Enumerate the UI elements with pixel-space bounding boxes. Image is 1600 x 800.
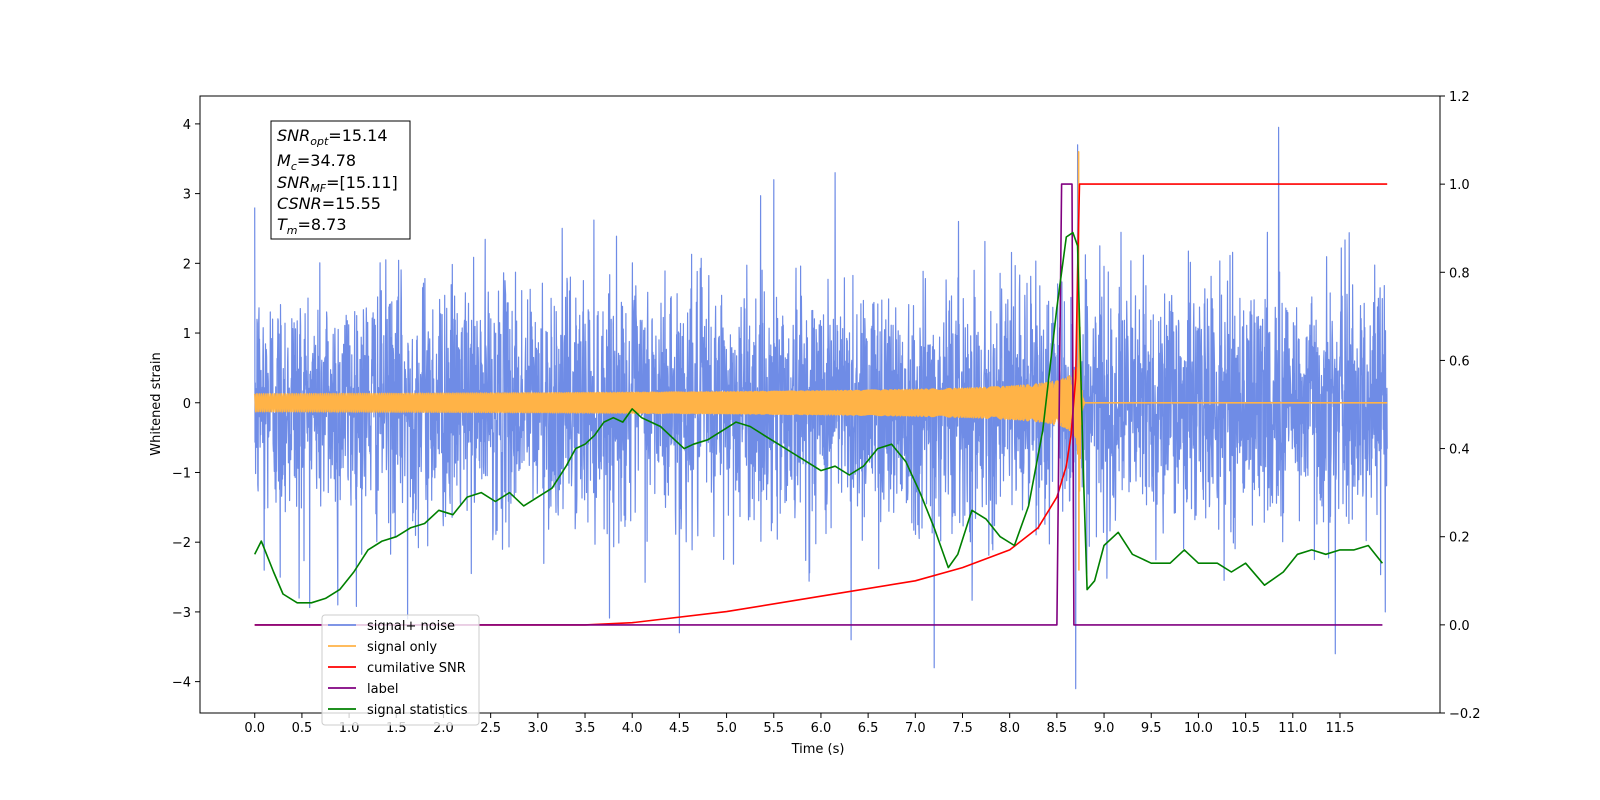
stat-line: SNRMF=[15.11]	[277, 173, 398, 195]
y-tick-label: −3	[172, 606, 191, 621]
y-axis-left: −4 −3 −2 −1 0 1 2 3 4	[172, 118, 200, 691]
legend-label: cumilative SNR	[367, 661, 466, 676]
series-signal-noise	[254, 126, 1388, 690]
x-tick-label: 5.5	[763, 721, 784, 736]
stat-line: SNRopt=15.14	[277, 126, 388, 148]
series-label	[254, 183, 1383, 626]
legend-label: label	[367, 682, 398, 697]
y-tick-label: 1	[183, 327, 191, 342]
series-signal-only	[253, 151, 1388, 571]
x-tick-label: 3.0	[527, 721, 548, 736]
y-axis-label: Whitened strain	[149, 352, 164, 455]
stat-line: Mc=34.78	[277, 151, 356, 173]
y-tick-label: 2	[183, 257, 191, 272]
y2-tick-label: 0.0	[1449, 619, 1470, 634]
x-tick-label: 0.5	[292, 721, 313, 736]
x-tick-label: 6.0	[811, 721, 832, 736]
x-tick-label: 8.0	[999, 721, 1020, 736]
y2-tick-label: 1.2	[1449, 90, 1470, 105]
x-tick-label: 9.0	[1094, 721, 1115, 736]
y2-tick-label: 1.0	[1449, 178, 1470, 193]
series-layer	[253, 126, 1388, 690]
x-tick-label: 10.5	[1231, 721, 1260, 736]
stats-box: SNRopt=15.14 Mc=34.78SNRMF=[15.11]CSNR=15…	[270, 120, 411, 240]
y2-tick-label: 0.2	[1449, 531, 1470, 546]
y2-tick-label: 0.4	[1449, 443, 1470, 458]
x-tick-label: 2.5	[480, 721, 501, 736]
y-axis-right: −0.2 0.0 0.2 0.4 0.6 0.8 1.0 1.2	[1440, 90, 1481, 722]
y-tick-label: −4	[172, 676, 191, 691]
x-tick-label: 3.5	[575, 721, 596, 736]
legend: signal+ noise signal only cumilative SNR la…	[321, 614, 480, 726]
stat-line: CSNR=15.55	[277, 194, 381, 213]
plot-frame	[199, 95, 1441, 714]
x-tick-label: 4.0	[622, 721, 643, 736]
x-tick-label: 4.5	[669, 721, 690, 736]
x-tick-label: 5.0	[716, 721, 737, 736]
x-tick-label: 0.0	[244, 721, 265, 736]
x-tick-label: 11.5	[1325, 721, 1354, 736]
y2-tick-label: 0.6	[1449, 354, 1470, 369]
series-signal-statistics	[253, 231, 1384, 604]
y-tick-label: −2	[172, 536, 191, 551]
stat-line: Tm=8.73	[277, 215, 347, 237]
x-tick-label: 7.0	[905, 721, 926, 736]
y-tick-label: 4	[183, 118, 191, 133]
y-tick-label: 3	[183, 188, 191, 203]
stats-box-frame	[270, 120, 411, 240]
y2-tick-label: −0.2	[1449, 707, 1481, 722]
x-tick-label: 6.5	[858, 721, 879, 736]
x-tick-label: 9.5	[1141, 721, 1162, 736]
legend-label: signal+ noise	[367, 619, 455, 634]
x-axis-label: Time (s)	[791, 742, 845, 757]
legend-label: signal only	[367, 640, 437, 655]
series-cumilative-snr	[254, 183, 1388, 626]
x-tick-label: 10.0	[1184, 721, 1213, 736]
x-tick-label: 11.0	[1278, 721, 1307, 736]
x-tick-label: 7.5	[952, 721, 973, 736]
y-tick-label: −1	[172, 466, 191, 481]
legend-label: signal statistics	[367, 703, 468, 718]
x-tick-label: 8.5	[1047, 721, 1068, 736]
legend-frame	[321, 614, 480, 726]
y2-tick-label: 0.8	[1449, 266, 1470, 281]
x-axis: 0.0 0.5 1.0 1.5 2.0 2.5 3.0 3.5 4.0 4.5 5.0 5.5 6.0 6…	[244, 713, 1354, 736]
y-tick-label: 0	[183, 397, 191, 412]
